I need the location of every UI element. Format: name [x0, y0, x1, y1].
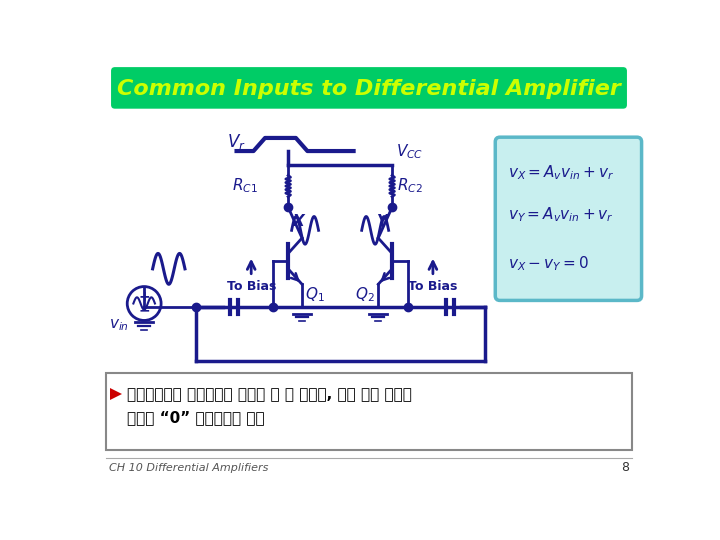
- Text: $Q_2$: $Q_2$: [356, 286, 375, 305]
- Text: $v_{in}$: $v_{in}$: [109, 318, 129, 333]
- FancyBboxPatch shape: [495, 137, 642, 300]
- Text: $R_{C2}$: $R_{C2}$: [397, 177, 423, 195]
- Text: To Bias: To Bias: [408, 280, 458, 293]
- Text: $v_Y = A_v v_{in} + v_r$: $v_Y = A_v v_{in} + v_r$: [508, 206, 613, 224]
- FancyBboxPatch shape: [106, 373, 632, 450]
- Text: To Bias: To Bias: [227, 280, 276, 293]
- Text: Common Inputs to Differential Amplifier: Common Inputs to Differential Amplifier: [117, 79, 621, 99]
- Text: X: X: [293, 214, 305, 228]
- Text: −: −: [138, 303, 150, 318]
- Text: 이어서 “0” 차동출력을 생성: 이어서 “0” 차동출력을 생성: [127, 410, 265, 425]
- Text: $Q_1$: $Q_1$: [305, 286, 325, 305]
- Text: $V_r$: $V_r$: [227, 132, 246, 152]
- Text: +: +: [138, 289, 150, 303]
- Text: 차동증폭기에 등위상으로 신호를 줄 수 없으며, 출력 또한 등위상: 차동증폭기에 등위상으로 신호를 줄 수 없으며, 출력 또한 등위상: [127, 387, 412, 402]
- Text: CH 10 Differential Amplifiers: CH 10 Differential Amplifiers: [109, 462, 268, 472]
- Text: Y: Y: [377, 214, 387, 228]
- FancyBboxPatch shape: [111, 67, 627, 109]
- Text: $V_{CC}$: $V_{CC}$: [396, 143, 423, 161]
- Text: 8: 8: [621, 461, 629, 474]
- Text: $R_{C1}$: $R_{C1}$: [232, 177, 257, 195]
- Text: $v_X = A_v v_{in} + v_r$: $v_X = A_v v_{in} + v_r$: [508, 163, 614, 182]
- Text: $v_X - v_Y = 0$: $v_X - v_Y = 0$: [508, 254, 588, 273]
